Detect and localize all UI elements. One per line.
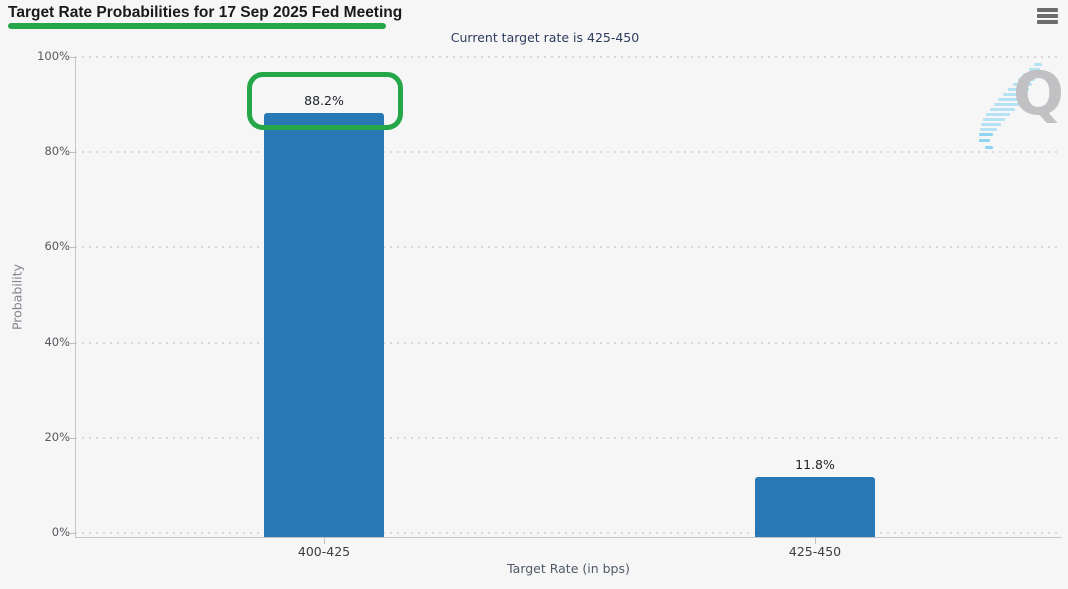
hamburger-bar — [1037, 14, 1058, 18]
probability-bar[interactable] — [264, 113, 384, 537]
watermark-stripe — [993, 103, 1019, 106]
x-axis-line — [75, 537, 1062, 538]
title-underline-annotation — [8, 23, 386, 29]
y-axis-line — [75, 57, 76, 537]
watermark-stripe — [983, 118, 1005, 121]
watermark-stripe — [985, 146, 993, 149]
x-axis-tick-mark — [815, 537, 816, 544]
y-gridline — [75, 437, 1062, 439]
y-axis-tick-mark — [70, 438, 75, 439]
x-axis-title: Target Rate (in bps) — [507, 561, 630, 576]
x-axis-category-label: 425-450 — [788, 544, 842, 559]
hamburger-menu-icon[interactable] — [1036, 8, 1060, 28]
watermark-stripe — [1002, 93, 1026, 96]
watermark-stripe — [1017, 78, 1035, 81]
y-axis-tick-label: 80% — [44, 144, 70, 158]
y-gridline — [75, 342, 1062, 344]
page-title: Target Rate Probabilities for 17 Sep 202… — [8, 4, 403, 21]
bar-value-label: 11.8% — [795, 457, 835, 472]
watermark-stripe — [1007, 88, 1029, 91]
highlight-box-annotation — [247, 72, 403, 130]
y-axis-title: Probability — [9, 263, 25, 331]
watermark-stripe — [1012, 83, 1032, 86]
x-axis-tick-mark — [324, 537, 325, 544]
y-axis-tick-label: 60% — [44, 239, 70, 253]
y-axis-tick-mark — [70, 152, 75, 153]
y-axis-tick-label: 40% — [44, 335, 70, 349]
chart-subtitle: Current target rate is 425-450 — [450, 30, 640, 45]
watermark-q-logo-icon: Q — [1013, 59, 1065, 129]
y-gridline — [75, 151, 1062, 153]
watermark-stripe — [1028, 68, 1040, 71]
y-gridline — [75, 56, 1062, 58]
probability-bar[interactable] — [755, 477, 875, 537]
watermark-stripe — [989, 108, 1015, 111]
watermark-stripe — [978, 139, 990, 142]
watermark-stripe — [1034, 63, 1042, 66]
y-axis-tick-mark — [70, 57, 75, 58]
y-axis-tick-label: 100% — [37, 49, 70, 63]
watermark-stripe — [979, 133, 993, 136]
watermark-stripe — [981, 123, 1001, 126]
y-gridline — [75, 246, 1062, 248]
y-axis-tick-label: 20% — [44, 430, 70, 444]
y-axis-tick-mark — [70, 343, 75, 344]
watermark-stripe — [998, 98, 1022, 101]
y-axis-tick-mark — [70, 533, 75, 534]
watermark-stripe — [986, 113, 1010, 116]
x-axis-category-label: 400-425 — [297, 544, 351, 559]
hamburger-bar — [1037, 8, 1058, 12]
watermark-stripe — [979, 128, 997, 131]
y-axis-tick-label: 0% — [51, 525, 70, 539]
y-axis-tick-mark — [70, 247, 75, 248]
watermark-stripe — [1023, 73, 1037, 76]
y-gridline — [75, 532, 1062, 534]
bar-value-label: 88.2% — [304, 93, 344, 108]
hamburger-bar — [1037, 20, 1058, 24]
